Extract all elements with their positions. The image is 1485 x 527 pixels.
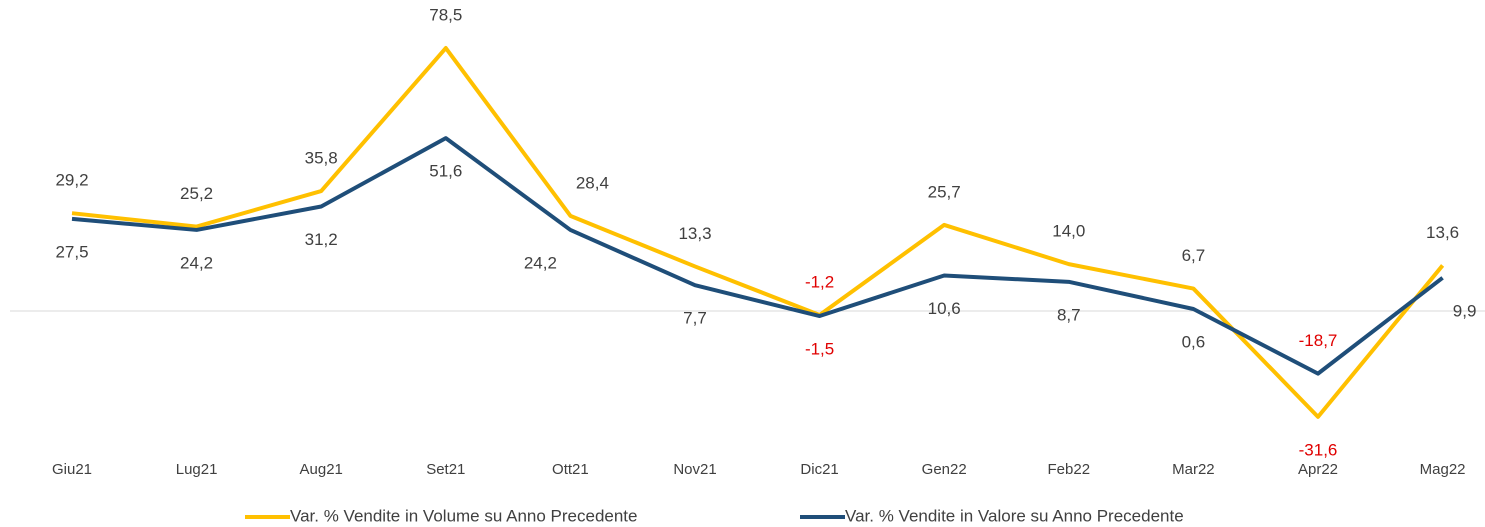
x-tick-label: Gen22 — [922, 461, 967, 478]
series-line — [71, 136, 1444, 376]
x-tick-label: Giu21 — [52, 461, 92, 478]
x-tick-label: Apr22 — [1298, 461, 1338, 478]
data-label: 24,2 — [524, 253, 557, 272]
x-tick-label: Mag22 — [1420, 461, 1466, 478]
data-label: -18,7 — [1299, 331, 1338, 350]
x-tick-label: Dic21 — [800, 461, 838, 478]
series-line — [71, 46, 1445, 419]
data-label: 51,6 — [429, 162, 462, 181]
x-tick-label: Mar22 — [1172, 461, 1215, 478]
data-label: 10,6 — [928, 299, 961, 318]
data-label: 28,4 — [576, 173, 609, 192]
data-label: -31,6 — [1299, 440, 1338, 459]
data-label: 0,6 — [1182, 332, 1206, 351]
data-label: 31,2 — [305, 230, 338, 249]
data-label: 29,2 — [55, 171, 88, 190]
data-label: 14,0 — [1052, 222, 1085, 241]
x-tick-label: Feb22 — [1048, 461, 1091, 478]
x-tick-label: Aug21 — [300, 461, 343, 478]
data-label: 13,6 — [1426, 223, 1459, 242]
data-label: 35,8 — [305, 149, 338, 168]
legend-label: Var. % Vendite in Valore su Anno Precede… — [845, 506, 1184, 525]
data-label: -1,5 — [805, 340, 834, 359]
data-label: 8,7 — [1057, 305, 1081, 324]
data-label: 24,2 — [180, 253, 213, 272]
x-tick-label: Lug21 — [176, 461, 218, 478]
x-tick-label: Nov21 — [673, 461, 716, 478]
data-label: 9,9 — [1453, 301, 1477, 320]
data-label: 78,5 — [429, 6, 462, 25]
data-label: 7,7 — [683, 309, 707, 328]
data-label: 13,3 — [678, 224, 711, 243]
data-label: 25,2 — [180, 184, 213, 203]
x-tick-label: Ott21 — [552, 461, 589, 478]
data-label: 6,7 — [1182, 246, 1206, 265]
data-label: 27,5 — [55, 242, 88, 261]
data-label: -1,2 — [805, 273, 834, 292]
x-tick-label: Set21 — [426, 461, 465, 478]
data-label: 25,7 — [928, 182, 961, 201]
legend-label: Var. % Vendite in Volume su Anno Precede… — [290, 506, 637, 525]
